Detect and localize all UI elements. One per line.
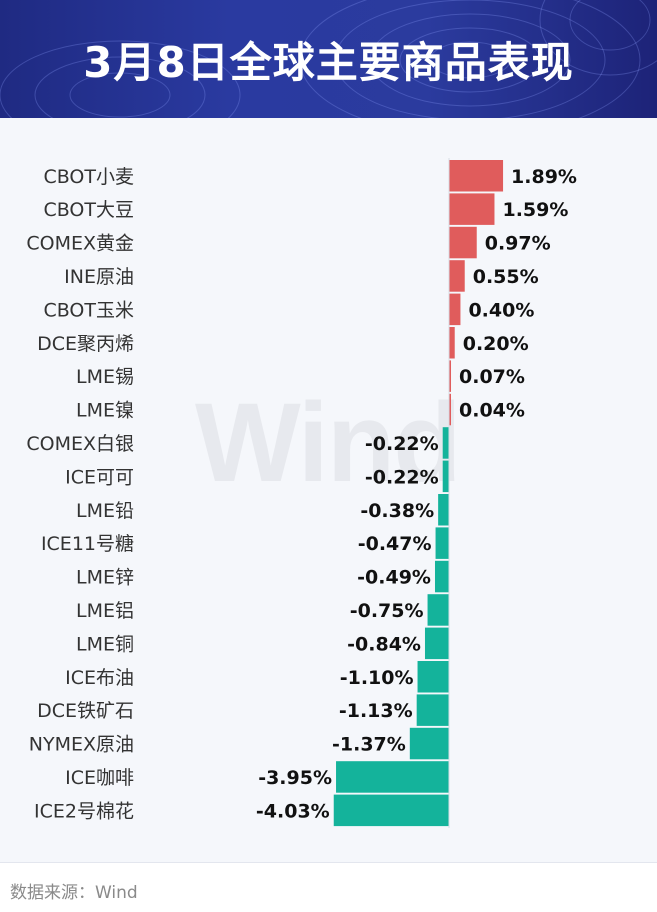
category-label: ICE布油 — [65, 667, 134, 689]
value-label: -1.13% — [339, 700, 413, 722]
value-label: -0.38% — [360, 500, 434, 522]
bar — [333, 794, 449, 827]
category-label: COMEX白银 — [26, 433, 134, 455]
bar — [435, 527, 449, 559]
bar — [442, 427, 449, 459]
bar — [434, 560, 449, 593]
category-label: CBOT大豆 — [43, 199, 134, 221]
category-label: LME锡 — [76, 366, 134, 388]
value-label: -3.95% — [258, 767, 332, 789]
bar-chart: CBOT小麦 1.89% CBOT大豆 1.59% COMEX黄金 0.97% INE原油 0… — [26, 158, 577, 828]
bar — [417, 661, 449, 693]
value-label: -1.37% — [332, 734, 406, 756]
bar — [449, 327, 455, 359]
bar — [449, 360, 452, 392]
value-label: -0.22% — [365, 433, 439, 455]
bar — [449, 226, 477, 259]
value-label: -0.47% — [358, 533, 432, 555]
category-label: DCE聚丙烯 — [37, 333, 134, 355]
value-label: 0.20% — [463, 333, 529, 355]
bar — [449, 160, 504, 192]
wind-watermark: Wind — [195, 380, 462, 505]
bar — [449, 260, 465, 292]
value-label: -4.03% — [256, 800, 330, 822]
bar — [438, 494, 449, 526]
value-label: 1.89% — [511, 166, 577, 188]
value-label: 0.55% — [473, 266, 539, 288]
bar — [449, 293, 461, 326]
value-label: -0.22% — [365, 466, 439, 488]
category-label: ICE11号糖 — [41, 533, 134, 555]
category-label: LME镍 — [76, 400, 134, 422]
chart-panel — [0, 118, 657, 863]
bar — [409, 727, 449, 760]
bar — [336, 761, 449, 793]
category-label: LME锌 — [76, 567, 134, 589]
header-banner: 3月8日全球主要商品表现 — [0, 0, 657, 118]
value-label: 0.97% — [485, 233, 551, 255]
category-label: DCE铁矿石 — [37, 700, 134, 722]
category-label: NYMEX原油 — [29, 734, 134, 756]
category-label: CBOT小麦 — [43, 166, 134, 188]
value-label: -0.49% — [357, 567, 431, 589]
bar — [449, 393, 451, 426]
bar — [416, 694, 449, 726]
topographic-background — [0, 0, 657, 118]
value-label: -0.75% — [350, 600, 424, 622]
category-label: INE原油 — [64, 266, 134, 288]
category-label: LME铜 — [76, 633, 134, 655]
value-label: 0.40% — [468, 299, 534, 321]
value-label: -1.10% — [340, 667, 414, 689]
bar — [424, 627, 449, 660]
page-title: 3月8日全球主要商品表现 — [83, 37, 574, 87]
category-label: COMEX黄金 — [26, 233, 134, 255]
category-label: ICE2号棉花 — [34, 800, 134, 822]
data-source-note: 数据来源：Wind — [10, 883, 138, 903]
category-label: ICE咖啡 — [65, 767, 134, 789]
bar — [449, 193, 495, 225]
value-label: -0.84% — [347, 633, 421, 655]
bar — [442, 460, 449, 493]
category-label: LME铅 — [76, 500, 134, 522]
category-label: CBOT玉米 — [43, 299, 134, 321]
value-label: 1.59% — [502, 199, 568, 221]
value-label: 0.04% — [459, 400, 525, 422]
category-label: LME铝 — [76, 600, 134, 622]
category-label: ICE可可 — [65, 466, 134, 488]
value-label: 0.07% — [459, 366, 525, 388]
bar — [427, 594, 449, 626]
